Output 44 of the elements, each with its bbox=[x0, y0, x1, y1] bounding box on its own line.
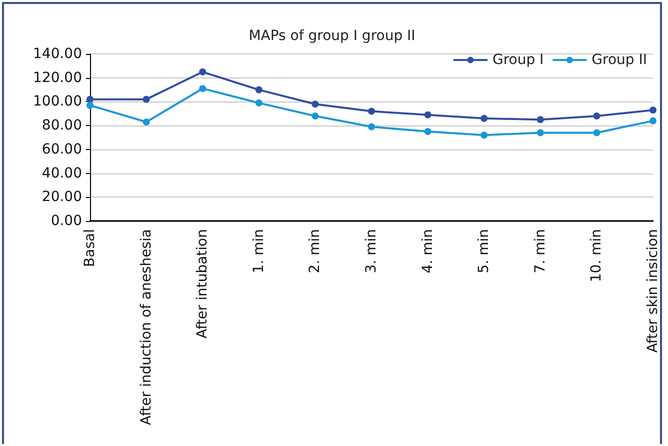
point bbox=[536, 129, 544, 136]
point bbox=[312, 112, 319, 120]
chart-title: MAPs of group I group II bbox=[248, 28, 416, 44]
y-tick-label: 40.00 bbox=[42, 165, 82, 182]
x-tick-label: After intubation bbox=[194, 229, 211, 338]
point bbox=[593, 112, 600, 120]
y-tick-label: 100.00 bbox=[33, 94, 82, 110]
y-tick-label: 0.00 bbox=[50, 213, 82, 229]
x-tick-label: 7. min bbox=[532, 229, 548, 274]
x-tick-label: 2. min bbox=[307, 229, 324, 274]
point bbox=[86, 102, 94, 109]
point bbox=[424, 111, 432, 118]
x-tick-label: 5. min bbox=[476, 229, 492, 274]
point bbox=[480, 114, 488, 122]
point bbox=[424, 128, 432, 136]
point bbox=[199, 68, 206, 76]
y-tick-label: 20.00 bbox=[42, 189, 82, 206]
point bbox=[650, 106, 656, 114]
point bbox=[593, 129, 600, 136]
y-tick-label: 60.00 bbox=[42, 141, 82, 158]
y-tick-label: 120.00 bbox=[33, 70, 82, 86]
legend-label: Group II bbox=[592, 52, 648, 68]
point bbox=[536, 116, 544, 124]
point bbox=[142, 118, 150, 126]
point bbox=[312, 100, 319, 108]
x-tick-label: 4. min bbox=[420, 229, 436, 274]
point bbox=[86, 96, 94, 103]
x-tick-label: 1. min bbox=[250, 229, 267, 274]
x-tick-label: After skin insicion bbox=[645, 229, 661, 353]
point bbox=[199, 85, 206, 92]
point bbox=[480, 132, 488, 139]
x-tick-label: 10. min bbox=[588, 229, 605, 282]
x-tick-label: 3. min bbox=[364, 229, 380, 274]
x-tick-label: After induction of aneshesia bbox=[138, 229, 154, 426]
y-tick-label: 140.00 bbox=[33, 46, 82, 62]
point bbox=[650, 117, 656, 124]
legend-label: Group I bbox=[492, 52, 544, 68]
point bbox=[255, 86, 262, 94]
point bbox=[368, 123, 375, 130]
point bbox=[368, 108, 375, 115]
x-tick-label: Basal bbox=[82, 229, 98, 267]
y-tick-label: 80.00 bbox=[42, 118, 82, 134]
point bbox=[255, 99, 262, 106]
point bbox=[142, 96, 150, 103]
